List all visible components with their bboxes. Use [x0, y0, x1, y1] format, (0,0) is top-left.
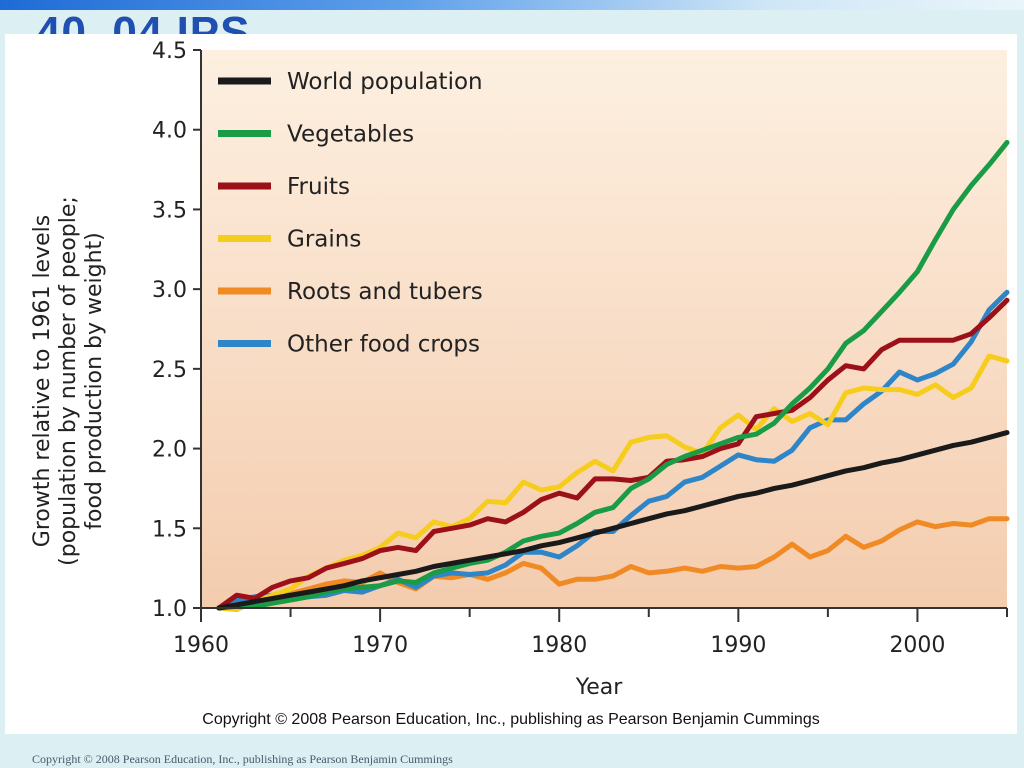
- x-tick-label: 1970: [352, 633, 408, 658]
- slide-top-accent-bar: [0, 0, 1024, 10]
- y-axis-title-line-1: Growth relative to 1961 levels: [30, 215, 55, 547]
- plot-area-background: [201, 50, 1007, 608]
- legend: World population Vegetables Fruits Grains Ro…: [218, 69, 483, 358]
- series-line-other-food-crops: [216, 289, 1010, 611]
- series-lines: [216, 140, 1010, 613]
- legend-label: Roots and tubers: [287, 279, 483, 305]
- growth-line-chart: 1.0 1.5 2.0 2.5 3.0 3.5 4.0 4.5 1960 1970 1980 1990…: [30, 39, 1010, 728]
- figure-panel: 1.0 1.5 2.0 2.5 3.0 3.5 4.0 4.5 1960 1970 1980 1990…: [5, 34, 1017, 734]
- legend-label: Fruits: [287, 174, 350, 200]
- series-line-roots-and-tubers: [216, 516, 1010, 611]
- series-line-grains: [216, 353, 1010, 613]
- figure-copyright: Copyright © 2008 Pearson Education, Inc.…: [202, 711, 819, 728]
- legend-label: Vegetables: [287, 122, 414, 148]
- legend-item-world-population: World population: [218, 69, 483, 95]
- legend-item-fruits: Fruits: [218, 174, 350, 200]
- legend-item-grains: Grains: [218, 227, 361, 253]
- y-axis-title-line-3: food production by weight): [82, 232, 107, 529]
- y-tick-label: 1.5: [152, 517, 187, 542]
- y-tick-label: 4.0: [152, 119, 187, 144]
- legend-item-roots-and-tubers: Roots and tubers: [218, 279, 483, 305]
- legend-item-vegetables: Vegetables: [218, 122, 414, 148]
- legend-label: Other food crops: [287, 332, 480, 358]
- x-tick-label: 1980: [531, 633, 587, 658]
- slide-footer-copyright: Copyright © 2008 Pearson Education, Inc.…: [32, 752, 453, 766]
- x-axis-title: Year: [575, 675, 624, 700]
- x-tick-label: 2000: [889, 633, 945, 658]
- y-tick-label: 2.5: [152, 358, 187, 383]
- y-axis-title-line-2: (population by number of people;: [56, 196, 81, 566]
- legend-label: World population: [287, 69, 483, 95]
- x-tick-label: 1990: [710, 633, 766, 658]
- y-tick-label: 3.5: [152, 198, 187, 223]
- series-line-vegetables: [216, 140, 1010, 611]
- y-tick-label: 3.0: [152, 278, 187, 303]
- axes: 1.0 1.5 2.0 2.5 3.0 3.5 4.0 4.5 1960 1970 1980 1990…: [152, 39, 1008, 658]
- series-line-world-population: [216, 430, 1010, 611]
- y-tick-label: 4.5: [152, 39, 187, 64]
- x-tick-label: 1960: [173, 633, 229, 658]
- legend-item-other-food-crops: Other food crops: [218, 332, 480, 358]
- series-line-fruits: [216, 297, 1010, 611]
- y-tick-label: 1.0: [152, 597, 187, 622]
- legend-label: Grains: [287, 227, 361, 253]
- y-tick-label: 2.0: [152, 438, 187, 463]
